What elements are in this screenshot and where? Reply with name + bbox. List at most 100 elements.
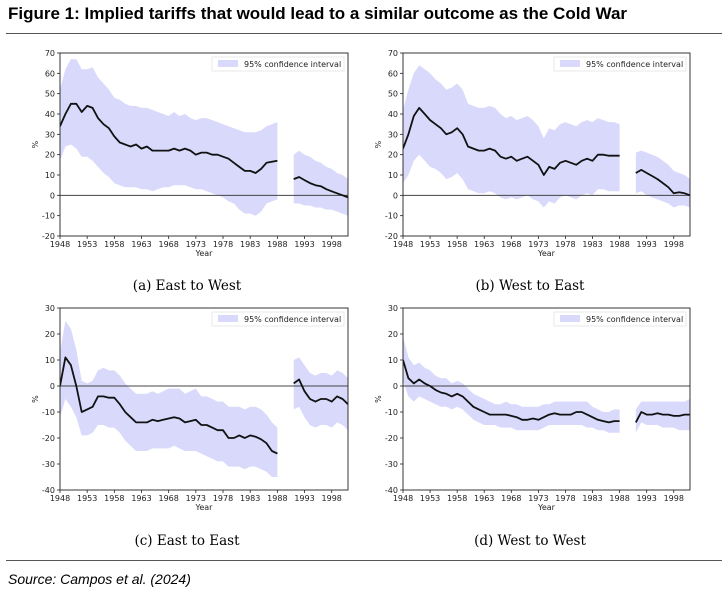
panel-caption: (c) East to East [134, 533, 240, 549]
x-tick-label: 1983 [240, 240, 260, 249]
x-tick-label: 1948 [50, 240, 70, 249]
x-tick-label: 1988 [267, 240, 287, 249]
x-tick-label: 1988 [609, 494, 629, 503]
estimate-line-segment-1 [403, 359, 620, 424]
x-tick-label: 1993 [636, 240, 656, 249]
y-axis-label: % [374, 395, 383, 403]
legend-box [553, 56, 687, 72]
x-tick-label: 1958 [447, 240, 467, 249]
y-tick-label: -10 [385, 408, 398, 417]
x-tick-label: 1958 [104, 240, 124, 249]
y-tick-label: 60 [388, 69, 398, 78]
y-tick-label: 20 [45, 151, 55, 160]
x-tick-label: 1978 [213, 494, 233, 503]
y-axis-label: % [31, 140, 40, 148]
y-tick-label: 20 [45, 330, 55, 339]
estimate-line-segment-2 [293, 378, 348, 405]
x-tick-label: 1948 [393, 240, 413, 249]
legend-label: 95% confidence interval [586, 315, 683, 324]
y-axis-label: % [31, 395, 40, 403]
panel-a: 1948 1953 1958 1963 1968 1973 1978 1983 1988 1993… [31, 49, 349, 294]
y-tick-label: 60 [45, 69, 55, 78]
x-tick-label: 1968 [501, 240, 521, 249]
y-tick-label: 0 [393, 382, 398, 391]
legend-swatch [560, 315, 580, 322]
estimate-line-segment-1 [60, 102, 278, 174]
estimate-line-segment-1 [403, 107, 620, 176]
legend-box [211, 311, 345, 327]
y-tick-label: -40 [385, 486, 398, 495]
x-tick-label: 1968 [158, 494, 178, 503]
y-tick-label: -30 [385, 460, 398, 469]
y-tick-label: 10 [45, 171, 55, 180]
plot-frame [59, 52, 349, 237]
x-tick-label: 1998 [664, 240, 684, 249]
x-axis-label: Year [195, 503, 214, 512]
figure-title: Figure 1: Implied tariffs that would lea… [8, 4, 628, 23]
x-tick-label: 1953 [420, 494, 440, 503]
x-tick-label: 1993 [294, 494, 314, 503]
x-tick-label: 1958 [447, 494, 467, 503]
legend-label: 95% confidence interval [586, 60, 683, 69]
confidence-band-segment-1 [403, 65, 620, 208]
legend: 95% confidence interval [211, 311, 345, 327]
legend-swatch [218, 315, 238, 322]
y-tick-label: -10 [42, 212, 55, 221]
bottom-rule [6, 560, 722, 561]
x-tick-label: 1953 [420, 240, 440, 249]
panel-d: 1948 1953 1958 1963 1968 1973 1978 1983 1988 1993… [374, 304, 691, 549]
y-tick-label: 50 [45, 90, 55, 99]
x-tick-label: 1973 [186, 240, 206, 249]
legend-box [553, 311, 687, 327]
x-tick-label: 1968 [158, 240, 178, 249]
x-tick-label: 1998 [664, 494, 684, 503]
y-axis-label: % [374, 140, 383, 148]
legend-swatch [560, 60, 580, 67]
x-tick-label: 1983 [582, 240, 602, 249]
y-tick-label: 10 [388, 356, 398, 365]
y-tick-label: -20 [385, 232, 398, 241]
y-tick-label: 40 [45, 110, 55, 119]
x-tick-label: 1963 [131, 240, 151, 249]
x-tick-label: 1988 [267, 494, 287, 503]
plot-frame [402, 307, 691, 491]
y-tick-label: 0 [50, 191, 55, 200]
x-tick-label: 1948 [50, 494, 70, 503]
y-tick-label: -20 [385, 434, 398, 443]
x-tick-label: 1983 [240, 494, 260, 503]
x-tick-label: 1988 [609, 240, 629, 249]
x-tick-label: 1983 [582, 494, 602, 503]
y-tick-label: 0 [393, 191, 398, 200]
y-tick-label: 70 [45, 49, 55, 58]
legend: 95% confidence interval [553, 56, 687, 72]
x-tick-label: 1978 [213, 240, 233, 249]
panel-c: 1948 1953 1958 1963 1968 1973 1978 1983 1988 1993… [31, 304, 349, 549]
x-axis-label: Year [537, 249, 556, 258]
confidence-band-segment-1 [403, 336, 620, 433]
legend: 95% confidence interval [553, 311, 687, 327]
x-tick-label: 1973 [528, 494, 548, 503]
y-tick-label: 70 [388, 49, 398, 58]
y-tick-label: -20 [42, 232, 55, 241]
x-tick-label: 1968 [501, 494, 521, 503]
y-tick-label: 30 [45, 304, 55, 313]
confidence-band-segment-2 [635, 150, 690, 208]
panel-caption: (d) West to West [474, 533, 586, 549]
legend-label: 95% confidence interval [244, 315, 341, 324]
y-tick-label: -10 [385, 212, 398, 221]
y-tick-label: -30 [42, 460, 55, 469]
estimate-line-segment-2 [635, 168, 690, 197]
x-tick-label: 1963 [474, 240, 494, 249]
y-tick-label: 20 [388, 151, 398, 160]
x-tick-label: 1953 [77, 240, 97, 249]
confidence-band-segment-2 [293, 357, 348, 431]
y-tick-label: 30 [45, 130, 55, 139]
y-tick-label: 30 [388, 304, 398, 313]
estimate-line-segment-2 [635, 411, 690, 423]
panel-caption: (a) East to West [133, 278, 242, 294]
x-tick-label: 1973 [186, 494, 206, 503]
y-tick-label: 10 [45, 356, 55, 365]
y-tick-label: 10 [388, 171, 398, 180]
confidence-band-segment-2 [293, 150, 348, 216]
